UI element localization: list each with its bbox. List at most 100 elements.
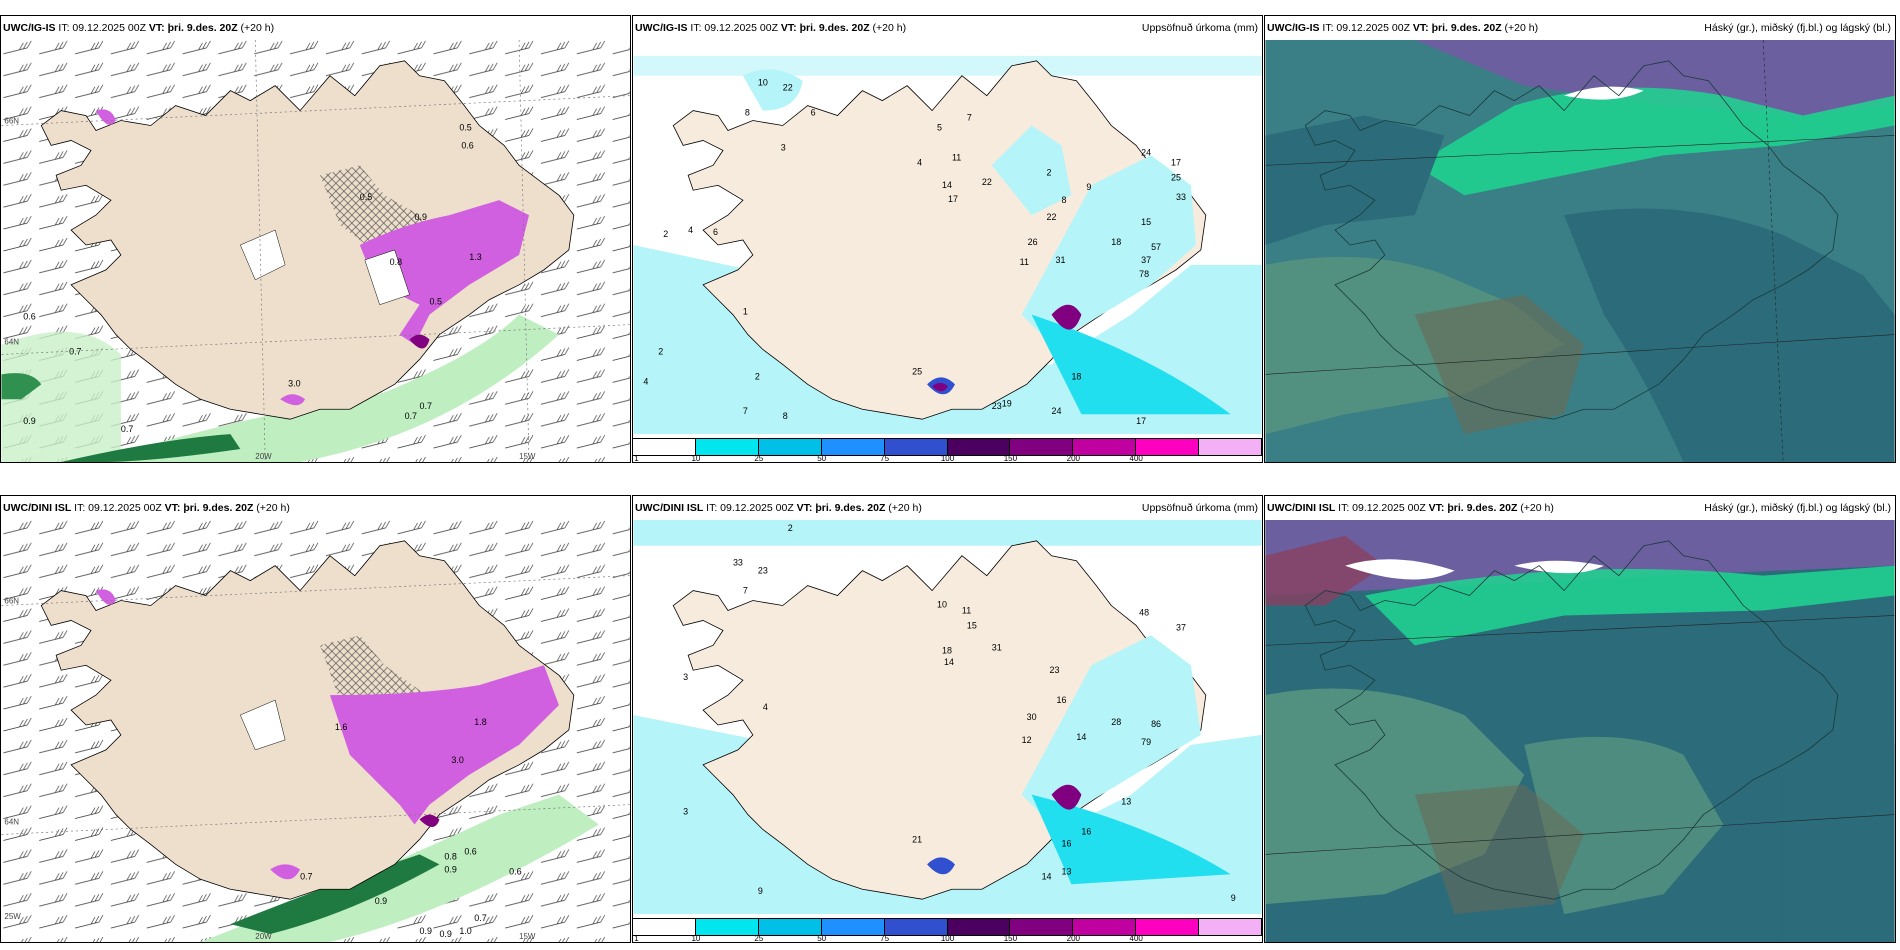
value-label: 26 (1028, 237, 1038, 247)
value-label: 13 (1121, 797, 1131, 807)
colorbar-swatch (695, 439, 759, 455)
map-canvas[interactable] (1265, 16, 1895, 462)
colorbar-swatch (947, 439, 1011, 455)
value-label: 13 (1061, 866, 1071, 876)
model-name: UWC/DINI ISL (3, 502, 72, 514)
colorbar-swatch (695, 919, 759, 935)
value-label: 0.6 (509, 866, 521, 876)
valid-time: þri. 9.des. 20Z (815, 502, 886, 514)
value-label: 23 (1050, 665, 1060, 675)
value-label: 15 (967, 620, 977, 630)
value-label: 7 (743, 406, 748, 416)
product-title: Háský (gr.), miðský (fj.bl.) og lágský (… (1704, 502, 1891, 514)
lead-time: (+20 h) (256, 502, 290, 514)
panel-dini-precip: UWC/DINI ISL IT: 09.12.2025 00Z VT: þri.… (632, 495, 1263, 943)
value-label: 48 (1139, 607, 1149, 617)
lead-time: (+20 h) (240, 22, 275, 34)
value-label: 0.6 (461, 140, 473, 150)
value-label: 24 (1052, 406, 1062, 416)
map-canvas[interactable]: 66N 64N 25W 20W 15W 0.7 0.8 0.6 0.9 0.9 … (1, 496, 630, 942)
lead-time: (+20 h) (872, 22, 907, 34)
value-label: 33 (1176, 192, 1186, 202)
value-label: 0.9 (23, 416, 35, 426)
colorbar-tick-label: 10 (691, 934, 701, 943)
value-label: 0.7 (300, 871, 312, 881)
value-label: 8 (745, 108, 750, 118)
value-label: 37 (1176, 622, 1186, 632)
value-label: 11 (962, 605, 971, 615)
value-label: 4 (763, 702, 768, 712)
value-label: 3 (781, 142, 786, 152)
value-label: 1.8 (474, 717, 486, 727)
value-labels: 0.7 0.8 0.6 0.9 0.9 0.6 0.7 0.9 1.0 0.9 … (300, 717, 522, 939)
value-label: 17 (1136, 416, 1146, 426)
map-canvas[interactable]: 10 22 6 8 3 5 7 4 11 22 14 17 2 8 22 26 … (633, 16, 1262, 462)
map-canvas[interactable]: 66N 64N 20W 15W 0.6 0.7 0.7 0.7 0.9 0.7 … (1, 16, 630, 462)
value-label: 0.6 (464, 846, 476, 856)
value-label: 4 (688, 225, 693, 235)
value-label: 14 (1042, 871, 1052, 881)
value-label: 7 (967, 113, 972, 123)
value-label: 2 (1047, 167, 1052, 177)
lat-label-66: 66N (4, 597, 19, 606)
colorbar-swatch (884, 439, 948, 455)
colorbar-tick-label: 400 (1129, 454, 1143, 463)
colorbar: 1 10 25 50 75 100 150 200 400 (633, 434, 1262, 462)
colorbar-tick-label: 50 (817, 454, 827, 463)
lead-time: (+20 h) (1520, 502, 1554, 514)
lon-label-25: 25W (4, 912, 21, 921)
lon-label-15: 15W (519, 452, 536, 461)
colorbar-tick-label: 10 (691, 454, 701, 463)
colorbar-swatch (884, 919, 948, 935)
panel-dini-clouds: UWC/DINI ISL IT: 09.12.2025 00Z VT: þri.… (1264, 495, 1896, 943)
panel-header: UWC/DINI ISL IT: 09.12.2025 00Z VT: þri.… (633, 496, 1262, 520)
value-labels: 10 22 6 8 3 5 7 4 11 22 14 17 2 8 22 26 … (643, 78, 1186, 426)
value-label: 28 (1111, 717, 1121, 727)
init-time: IT: 09.12.2025 00Z (58, 22, 146, 34)
value-label: 23 (758, 566, 768, 576)
colorbar-tick-label: 150 (1003, 454, 1018, 463)
valid-time: þri. 9.des. 20Z (167, 22, 238, 34)
lead-time: (+20 h) (1504, 22, 1539, 34)
init-time: IT: 09.12.2025 00Z (1322, 22, 1410, 34)
value-label: 25 (912, 366, 922, 376)
panel-header: UWC/IG-IS IT: 09.12.2025 00Z VT: þri. 9.… (633, 16, 1262, 40)
value-label: 0.9 (415, 212, 427, 222)
colorbar-tick-label: 100 (940, 934, 955, 943)
value-label: 31 (992, 642, 1002, 652)
value-label: 18 (1111, 237, 1121, 247)
value-label: 11 (1020, 257, 1029, 267)
colorbar-swatch (1010, 439, 1074, 455)
colorbar-tick-label: 75 (880, 454, 890, 463)
value-label: 22 (982, 177, 992, 187)
valid-time: þri. 9.des. 20Z (1431, 22, 1502, 34)
value-label: 86 (1151, 719, 1161, 729)
panel-ig-precip: UWC/IG-IS IT: 09.12.2025 00Z VT: þri. 9.… (632, 15, 1263, 463)
value-label: 9 (1086, 182, 1091, 192)
init-time: IT: 09.12.2025 00Z (706, 502, 794, 514)
value-label: 24 (1141, 147, 1151, 157)
vt-label: VT: (164, 502, 181, 514)
colorbar-tick-label: 200 (1066, 934, 1080, 943)
value-label: 0.5 (360, 192, 372, 202)
model-name: UWC/DINI ISL (635, 502, 704, 514)
colorbar-swatch (1136, 919, 1200, 935)
vt-label: VT: (148, 22, 165, 34)
colorbar-tick-label: 200 (1066, 454, 1080, 463)
value-label: 25 (1171, 172, 1181, 182)
product-title: Uppsöfnuð úrkoma (mm) (1141, 22, 1258, 34)
product-title: Uppsöfnuð úrkoma (mm) (1141, 502, 1258, 514)
colorbar-tick-label: 400 (1129, 934, 1143, 943)
value-label: 0.7 (121, 424, 133, 434)
value-label: 1.6 (335, 722, 347, 732)
map-canvas[interactable] (1265, 496, 1895, 942)
colorbar-tick-label: 1 (634, 454, 639, 463)
value-label: 9 (758, 886, 763, 896)
colorbar-swatch (1073, 439, 1137, 455)
lead-time: (+20 h) (888, 502, 922, 514)
colorbar-swatch (1136, 439, 1200, 455)
colorbar-tick-label: 75 (880, 934, 890, 943)
value-label: 8 (1061, 195, 1066, 205)
value-label: 18 (942, 645, 952, 655)
map-canvas[interactable]: 2 33 23 7 10 11 15 18 14 31 16 30 12 23 … (633, 496, 1262, 942)
